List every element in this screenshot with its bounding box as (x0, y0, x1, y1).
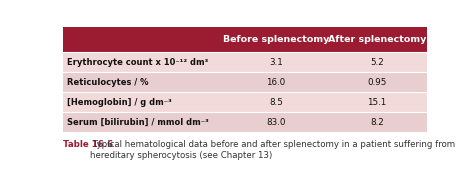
Text: Typical hematological data before and after splenectomy in a patient suffering f: Typical hematological data before and af… (90, 140, 455, 159)
Bar (63, 112, 225, 132)
Bar (63, 27, 225, 52)
Bar (328, 92, 427, 112)
Text: Erythrocyte count x 10⁻¹² dm³: Erythrocyte count x 10⁻¹² dm³ (67, 58, 209, 67)
Bar (225, 52, 328, 72)
Text: Serum [bilirubin] / mmol dm⁻³: Serum [bilirubin] / mmol dm⁻³ (67, 118, 209, 127)
Bar (328, 72, 427, 92)
Bar (63, 92, 225, 112)
Bar (225, 27, 328, 52)
Bar (328, 52, 427, 72)
Bar (225, 72, 328, 92)
Text: After splenectomy: After splenectomy (328, 35, 426, 44)
Text: 15.1: 15.1 (367, 98, 387, 107)
Text: 83.0: 83.0 (266, 118, 286, 127)
Text: 0.95: 0.95 (367, 78, 387, 87)
Bar (225, 112, 328, 132)
Text: 8.5: 8.5 (269, 98, 283, 107)
Text: [Hemoglobin] / g dm⁻³: [Hemoglobin] / g dm⁻³ (67, 98, 172, 107)
Text: 5.2: 5.2 (370, 58, 384, 67)
Bar (63, 52, 225, 72)
Bar (328, 27, 427, 52)
Text: Table 16.6: Table 16.6 (63, 140, 113, 149)
Text: Before splenectomy: Before splenectomy (223, 35, 329, 44)
Bar (225, 92, 328, 112)
Bar (328, 112, 427, 132)
Text: 8.2: 8.2 (370, 118, 384, 127)
Bar (63, 72, 225, 92)
Text: 3.1: 3.1 (269, 58, 283, 67)
Text: Reticulocytes / %: Reticulocytes / % (67, 78, 149, 87)
Text: 16.0: 16.0 (266, 78, 286, 87)
